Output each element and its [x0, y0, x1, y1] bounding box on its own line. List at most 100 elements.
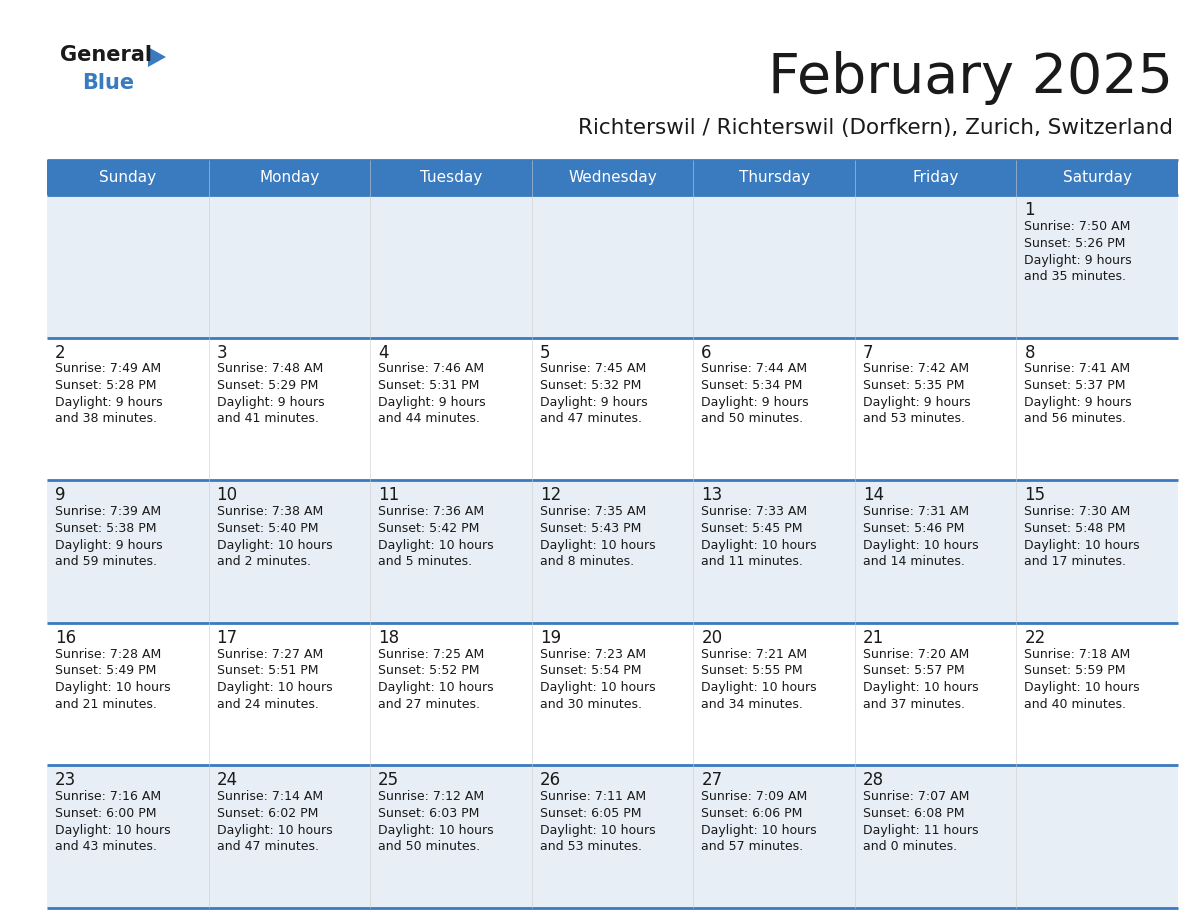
Text: Daylight: 10 hours: Daylight: 10 hours — [862, 681, 979, 695]
Bar — [532, 195, 694, 338]
Text: February 2025: February 2025 — [767, 51, 1173, 105]
Bar — [209, 195, 371, 338]
Text: Daylight: 10 hours: Daylight: 10 hours — [378, 681, 494, 695]
Bar — [1017, 160, 1178, 195]
Text: Friday: Friday — [912, 170, 959, 185]
Text: Sunset: 5:45 PM: Sunset: 5:45 PM — [701, 522, 803, 535]
Text: 8: 8 — [1024, 343, 1035, 362]
Text: and 50 minutes.: and 50 minutes. — [701, 412, 803, 425]
Text: Sunrise: 7:12 AM: Sunrise: 7:12 AM — [378, 790, 485, 803]
Text: Sunrise: 7:30 AM: Sunrise: 7:30 AM — [1024, 505, 1131, 518]
Text: and 57 minutes.: and 57 minutes. — [701, 840, 803, 853]
Bar — [532, 766, 694, 908]
Text: 18: 18 — [378, 629, 399, 647]
Text: and 40 minutes.: and 40 minutes. — [1024, 698, 1126, 711]
Text: 19: 19 — [539, 629, 561, 647]
Text: Sunrise: 7:38 AM: Sunrise: 7:38 AM — [216, 505, 323, 518]
Text: Sunset: 6:00 PM: Sunset: 6:00 PM — [55, 807, 157, 820]
Text: 23: 23 — [55, 771, 76, 789]
Text: Sunrise: 7:31 AM: Sunrise: 7:31 AM — [862, 505, 969, 518]
Text: and 21 minutes.: and 21 minutes. — [55, 698, 157, 711]
Text: Daylight: 10 hours: Daylight: 10 hours — [378, 824, 494, 837]
Bar — [855, 338, 1017, 480]
Text: Daylight: 9 hours: Daylight: 9 hours — [1024, 397, 1132, 409]
Text: Daylight: 10 hours: Daylight: 10 hours — [216, 681, 333, 695]
Bar — [371, 622, 532, 766]
Text: Sunrise: 7:39 AM: Sunrise: 7:39 AM — [55, 505, 162, 518]
Text: 20: 20 — [701, 629, 722, 647]
Bar — [48, 480, 209, 622]
Text: 22: 22 — [1024, 629, 1045, 647]
Text: and 14 minutes.: and 14 minutes. — [862, 555, 965, 568]
Text: Daylight: 9 hours: Daylight: 9 hours — [378, 397, 486, 409]
Text: and 0 minutes.: and 0 minutes. — [862, 840, 958, 853]
Bar — [209, 160, 371, 195]
Bar — [209, 480, 371, 622]
Text: 3: 3 — [216, 343, 227, 362]
Text: Daylight: 10 hours: Daylight: 10 hours — [216, 539, 333, 552]
Text: Sunrise: 7:35 AM: Sunrise: 7:35 AM — [539, 505, 646, 518]
Text: Sunrise: 7:25 AM: Sunrise: 7:25 AM — [378, 647, 485, 660]
Bar — [1017, 195, 1178, 338]
Text: Daylight: 10 hours: Daylight: 10 hours — [539, 539, 656, 552]
Text: Daylight: 10 hours: Daylight: 10 hours — [539, 824, 656, 837]
Text: Sunset: 5:59 PM: Sunset: 5:59 PM — [1024, 665, 1126, 677]
Text: 15: 15 — [1024, 487, 1045, 504]
Text: Sunrise: 7:21 AM: Sunrise: 7:21 AM — [701, 647, 808, 660]
Text: Sunset: 5:38 PM: Sunset: 5:38 PM — [55, 522, 157, 535]
Text: Sunrise: 7:44 AM: Sunrise: 7:44 AM — [701, 363, 808, 375]
Text: Sunday: Sunday — [100, 170, 157, 185]
Bar — [371, 480, 532, 622]
Bar — [1017, 766, 1178, 908]
Text: and 53 minutes.: and 53 minutes. — [862, 412, 965, 425]
Text: Sunrise: 7:48 AM: Sunrise: 7:48 AM — [216, 363, 323, 375]
Text: Sunrise: 7:41 AM: Sunrise: 7:41 AM — [1024, 363, 1131, 375]
Text: Daylight: 9 hours: Daylight: 9 hours — [1024, 253, 1132, 267]
Text: 11: 11 — [378, 487, 399, 504]
Text: and 43 minutes.: and 43 minutes. — [55, 840, 157, 853]
Text: 13: 13 — [701, 487, 722, 504]
Text: and 53 minutes.: and 53 minutes. — [539, 840, 642, 853]
Text: Sunrise: 7:07 AM: Sunrise: 7:07 AM — [862, 790, 969, 803]
Text: and 56 minutes.: and 56 minutes. — [1024, 412, 1126, 425]
Text: Daylight: 11 hours: Daylight: 11 hours — [862, 824, 979, 837]
Text: and 59 minutes.: and 59 minutes. — [55, 555, 157, 568]
Text: and 17 minutes.: and 17 minutes. — [1024, 555, 1126, 568]
Text: and 24 minutes.: and 24 minutes. — [216, 698, 318, 711]
Text: Sunset: 5:48 PM: Sunset: 5:48 PM — [1024, 522, 1126, 535]
Text: Daylight: 10 hours: Daylight: 10 hours — [862, 539, 979, 552]
Text: Sunset: 5:49 PM: Sunset: 5:49 PM — [55, 665, 157, 677]
Text: and 8 minutes.: and 8 minutes. — [539, 555, 634, 568]
Text: Sunset: 5:42 PM: Sunset: 5:42 PM — [378, 522, 480, 535]
Text: Sunrise: 7:42 AM: Sunrise: 7:42 AM — [862, 363, 969, 375]
Bar — [48, 160, 209, 195]
Text: Sunrise: 7:16 AM: Sunrise: 7:16 AM — [55, 790, 162, 803]
Text: and 38 minutes.: and 38 minutes. — [55, 412, 157, 425]
Bar — [371, 195, 532, 338]
Text: Monday: Monday — [259, 170, 320, 185]
Text: Sunrise: 7:23 AM: Sunrise: 7:23 AM — [539, 647, 646, 660]
Text: and 44 minutes.: and 44 minutes. — [378, 412, 480, 425]
Bar — [855, 160, 1017, 195]
Text: 14: 14 — [862, 487, 884, 504]
Text: Sunset: 6:02 PM: Sunset: 6:02 PM — [216, 807, 318, 820]
Text: Sunset: 5:32 PM: Sunset: 5:32 PM — [539, 379, 642, 392]
Text: 27: 27 — [701, 771, 722, 789]
Text: Sunset: 5:40 PM: Sunset: 5:40 PM — [216, 522, 318, 535]
Text: Daylight: 9 hours: Daylight: 9 hours — [862, 397, 971, 409]
Text: 4: 4 — [378, 343, 388, 362]
Text: Sunrise: 7:46 AM: Sunrise: 7:46 AM — [378, 363, 485, 375]
Text: Sunrise: 7:20 AM: Sunrise: 7:20 AM — [862, 647, 969, 660]
Bar — [48, 195, 209, 338]
Bar — [855, 622, 1017, 766]
Text: and 37 minutes.: and 37 minutes. — [862, 698, 965, 711]
Bar — [371, 338, 532, 480]
Text: Daylight: 10 hours: Daylight: 10 hours — [1024, 681, 1140, 695]
Text: Blue: Blue — [82, 73, 134, 93]
Text: Daylight: 10 hours: Daylight: 10 hours — [378, 539, 494, 552]
Bar — [694, 622, 855, 766]
Text: Tuesday: Tuesday — [419, 170, 482, 185]
Text: and 2 minutes.: and 2 minutes. — [216, 555, 310, 568]
Text: 26: 26 — [539, 771, 561, 789]
Text: Sunset: 5:37 PM: Sunset: 5:37 PM — [1024, 379, 1126, 392]
